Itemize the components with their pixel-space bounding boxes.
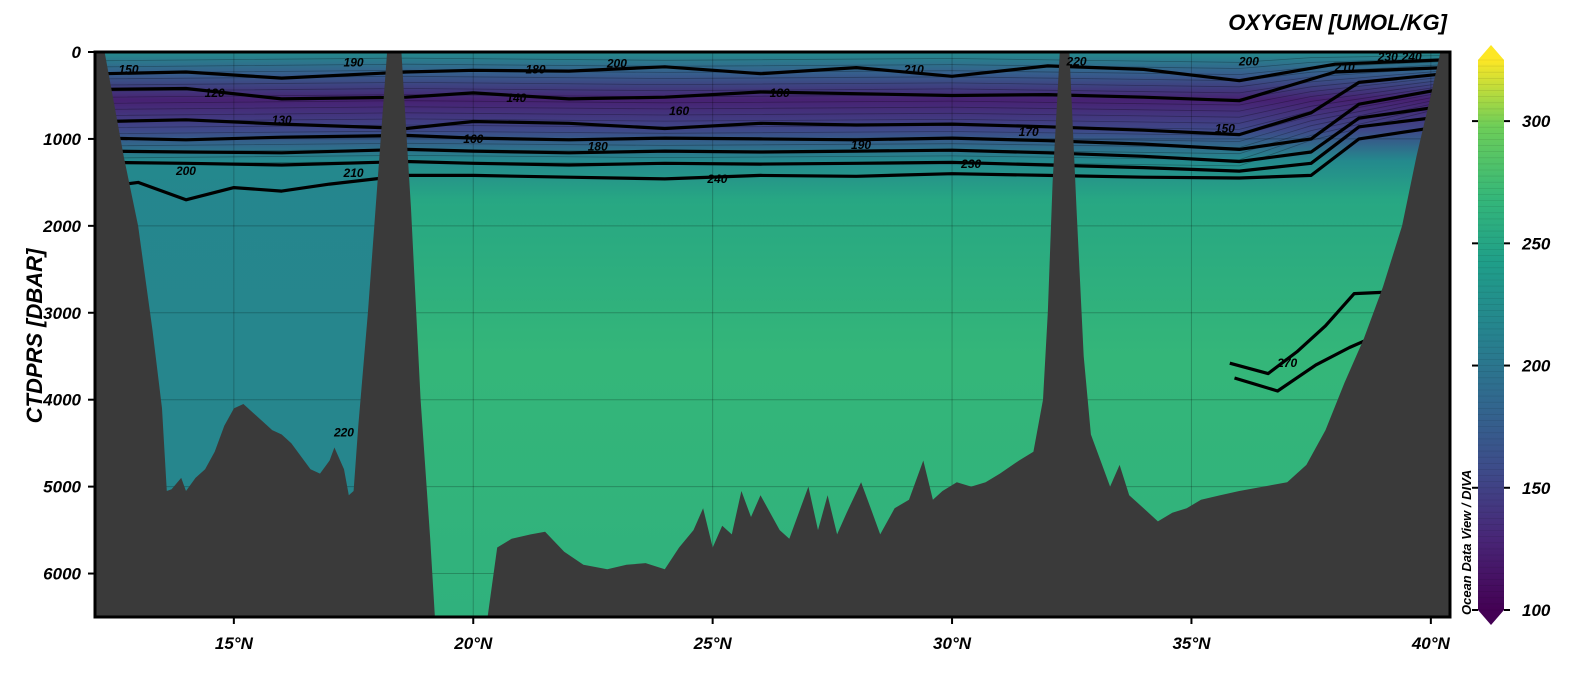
minor-contour-line (104, 88, 1446, 130)
y-tick-label: 1000 (43, 130, 81, 149)
x-tick-label: 20°N (453, 634, 493, 653)
contour-label: 180 (588, 140, 608, 154)
contour-line (104, 66, 1446, 103)
contour-line (104, 86, 1446, 151)
minor-contour-line (104, 85, 1446, 124)
y-tick-label: 3000 (43, 304, 81, 323)
x-axis: 15°N 20°N 25°N 30°N 35°N 40°N (215, 617, 1451, 653)
colorbar: 100 150 200 250 300 (1472, 45, 1551, 625)
colorbar-tick-label: 200 (1521, 357, 1551, 376)
contour-line (104, 72, 1446, 137)
contour-label: 140 (506, 91, 526, 105)
y-axis-title: CTDPRS [DBAR] (22, 248, 47, 423)
colorbar-scale (1478, 60, 1504, 610)
colorbar-tick-label: 150 (1522, 479, 1551, 498)
minor-contour-line (104, 73, 1446, 100)
contour-label: 180 (525, 62, 545, 76)
y-tick-label: 5000 (43, 478, 81, 497)
minor-contour-line (104, 67, 1446, 88)
colorbar-tick-label: 300 (1522, 112, 1551, 131)
x-tick-label: 15°N (215, 634, 254, 653)
contour-label: 190 (344, 55, 364, 69)
minor-contour-line (104, 61, 1446, 76)
x-tick-label: 30°N (933, 634, 972, 653)
y-tick-label: 4000 (42, 391, 81, 410)
colorbar-tick-label: 100 (1522, 601, 1551, 620)
x-tick-label: 40°N (1411, 634, 1451, 653)
minor-contour-line (104, 82, 1446, 118)
chart-title: OXYGEN [UMOL/KG] (1228, 10, 1447, 35)
plot-frame (93, 50, 1452, 619)
colorbar-extend-max (1478, 45, 1504, 60)
contour-label: 220 (333, 426, 354, 440)
contour-lines (104, 55, 1446, 393)
contour-line (104, 58, 1446, 83)
minor-contour-line (104, 64, 1446, 82)
contour-label: 200 (1238, 55, 1259, 69)
x-tick-label: 25°N (693, 634, 733, 653)
contour-label: 120 (205, 86, 225, 100)
seafloor-bathymetry (95, 52, 1450, 617)
y-tick-label: 6000 (43, 565, 81, 584)
contour-label: 190 (851, 138, 871, 152)
contour-line (1229, 290, 1393, 376)
x-tick-label: 35°N (1172, 634, 1211, 653)
contour-label: 270 (1276, 356, 1297, 370)
contour-label: 200 (606, 56, 627, 70)
contour-label: 220 (1066, 55, 1087, 69)
contour-label: 130 (272, 113, 292, 127)
contour-line (104, 114, 1446, 173)
contour-line (104, 104, 1446, 164)
contour-label: 210 (903, 62, 924, 76)
y-axis: 0 1000 2000 3000 4000 5000 6000 (42, 43, 95, 584)
contour-label: 170 (1019, 125, 1039, 139)
contour-line (1234, 331, 1384, 393)
contour-label: 210 (1334, 61, 1355, 75)
contour-label: 150 (1215, 121, 1235, 135)
contour-line (104, 124, 1446, 202)
minor-contour-line (104, 70, 1446, 94)
contour-label: 230 (1377, 50, 1398, 64)
contour-label: 180 (770, 86, 790, 100)
contour-label: 150 (119, 62, 139, 76)
contour-label: 240 (706, 172, 727, 186)
contour-label: 160 (669, 104, 689, 118)
contour-label: 160 (463, 132, 483, 146)
y-tick-label: 0 (72, 43, 82, 62)
contour-label: 200 (175, 164, 196, 178)
minor-contour-line (104, 55, 1446, 63)
contour-label: 240 (1401, 50, 1422, 64)
minor-contour-line (104, 79, 1446, 112)
colorbar-extend-min (1478, 610, 1504, 625)
y-tick-label: 2000 (42, 217, 81, 236)
colorbar-tick-label: 250 (1521, 234, 1551, 253)
contour-label: 210 (343, 166, 364, 180)
minor-contour-line (104, 76, 1446, 106)
contour-label: 230 (960, 157, 981, 171)
credit-text: Ocean Data View / DIVA (1459, 470, 1474, 615)
minor-contour-line (104, 58, 1446, 69)
